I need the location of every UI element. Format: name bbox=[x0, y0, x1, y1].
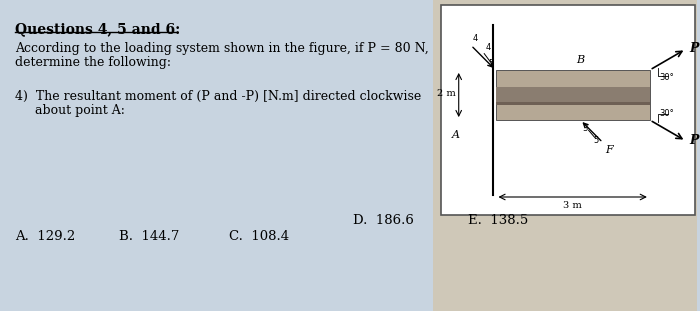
Text: 2 m: 2 m bbox=[437, 89, 456, 98]
Bar bbox=[496, 102, 650, 105]
Text: about point A:: about point A: bbox=[15, 104, 125, 117]
Text: C.  108.4: C. 108.4 bbox=[229, 230, 289, 243]
Text: B: B bbox=[576, 55, 584, 65]
Text: 4)  The resultant moment of (P and -P) [N.m] directed clockwise: 4) The resultant moment of (P and -P) [N… bbox=[15, 90, 421, 103]
Bar bbox=[496, 70, 650, 120]
Text: E.  138.5: E. 138.5 bbox=[468, 214, 528, 227]
Bar bbox=[496, 87, 650, 105]
Text: A.  129.2: A. 129.2 bbox=[15, 230, 75, 243]
Text: 30°: 30° bbox=[659, 73, 675, 82]
Text: determine the following:: determine the following: bbox=[15, 56, 171, 69]
Text: B.  144.7: B. 144.7 bbox=[120, 230, 180, 243]
Text: D.  186.6: D. 186.6 bbox=[354, 214, 414, 227]
Text: 3: 3 bbox=[582, 124, 587, 133]
Text: 4: 4 bbox=[485, 43, 491, 52]
Text: Questions 4, 5 and 6:: Questions 4, 5 and 6: bbox=[15, 22, 180, 36]
Text: P: P bbox=[689, 43, 699, 55]
Bar bbox=[433, 0, 696, 311]
Bar bbox=[441, 5, 694, 215]
Text: 5: 5 bbox=[594, 136, 599, 145]
Text: According to the loading system shown in the figure, if P = 80 N,: According to the loading system shown in… bbox=[15, 42, 428, 55]
Text: P: P bbox=[689, 134, 699, 147]
Text: 3 m: 3 m bbox=[564, 201, 582, 210]
Text: A: A bbox=[452, 130, 460, 140]
Text: 5: 5 bbox=[488, 59, 494, 67]
Text: 30°: 30° bbox=[659, 109, 675, 118]
Text: F: F bbox=[605, 145, 612, 155]
Text: 4: 4 bbox=[473, 34, 478, 43]
